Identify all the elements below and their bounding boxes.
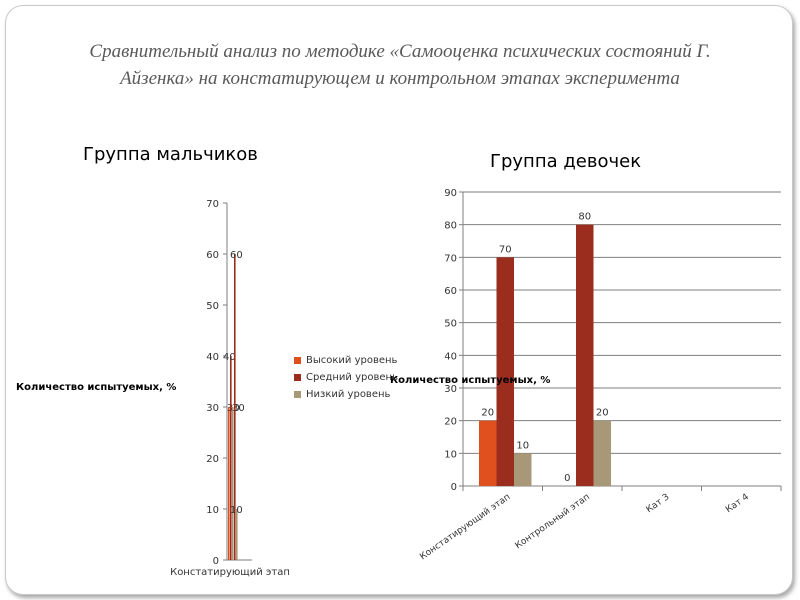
slide-title: Сравнительный анализ по методике «Самооц… [89,41,711,89]
legend-label-high: Высокий уровень [306,355,398,366]
girls-bar [593,420,611,486]
boys-y-tick-label: 0 [213,556,219,567]
girls-y-tick-label: 60 [444,286,457,297]
boys-bar [232,407,234,560]
boys-bar [234,254,236,560]
girls-y-tick-label: 40 [444,351,457,362]
boys-data-label: 60 [230,250,243,261]
girls-y-tick-label: 20 [444,417,457,428]
legend-swatch-mid [294,374,301,381]
boys-y-tick-label: 60 [206,250,219,261]
girls-y-tick-label: 70 [444,253,457,264]
legend-label-mid: Средний уровень [306,372,398,383]
legend-label-low: Низкий уровень [306,389,391,400]
slide-frame [5,5,793,595]
legend-item-low: Низкий уровень [294,386,398,403]
girls-data-label: 80 [578,212,591,223]
boys-data-label: 30 [232,403,245,414]
girls-data-label: 20 [481,408,494,419]
girls-bar [514,453,532,486]
girls-x-category-label: Кат 3 [645,492,672,515]
girls-bar [576,224,594,486]
legend-item-high: Высокий уровень [294,352,398,369]
boys-x-category-label: Констатирующий этап [170,567,290,578]
girls-bar [496,257,514,486]
boys-bar [228,407,230,560]
girls-y-axis-label: Количество испытуемых, % [390,375,550,386]
girls-y-tick-label: 30 [444,384,457,395]
boys-y-tick-label: 50 [206,301,219,312]
boys-y-tick-label: 40 [206,352,219,363]
legend-swatch-high [294,357,301,364]
girls-y-tick-label: 50 [444,319,457,330]
legend-swatch-low [294,391,301,398]
boys-chart-title: Группа мальчиков [83,144,258,165]
girls-y-tick-label: 0 [451,482,457,493]
boys-y-tick-label: 20 [206,454,219,465]
boys-data-label: 40 [223,352,236,363]
boys-y-tick-label: 70 [206,199,219,210]
girls-y-tick-label: 90 [444,188,457,199]
boys-bar [230,356,232,560]
boys-y-tick-label: 10 [206,505,219,516]
boys-bar [236,509,238,560]
legend-item-mid: Средний уровень [294,369,398,386]
girls-data-label: 20 [596,408,609,419]
girls-x-category-label: Контрольный этап [514,492,592,551]
boys-legend: Высокий уровень Средний уровень Низкий у… [294,352,398,403]
girls-chart-title: Группа девочек [490,151,642,172]
girls-data-label: 70 [499,244,512,255]
girls-y-tick-label: 80 [444,221,457,232]
boys-y-axis-label: Количество испытуемых, % [16,382,176,393]
boys-y-tick-label: 30 [206,403,219,414]
girls-data-label: 10 [516,440,529,451]
girls-y-tick-label: 10 [444,449,457,460]
girls-x-category-label: Кат 4 [724,492,751,515]
girls-data-label: 0 [564,473,570,484]
boys-data-label: 10 [230,505,243,516]
girls-x-category-label: Констатирующий этап [418,492,512,562]
girls-bar [479,420,497,486]
